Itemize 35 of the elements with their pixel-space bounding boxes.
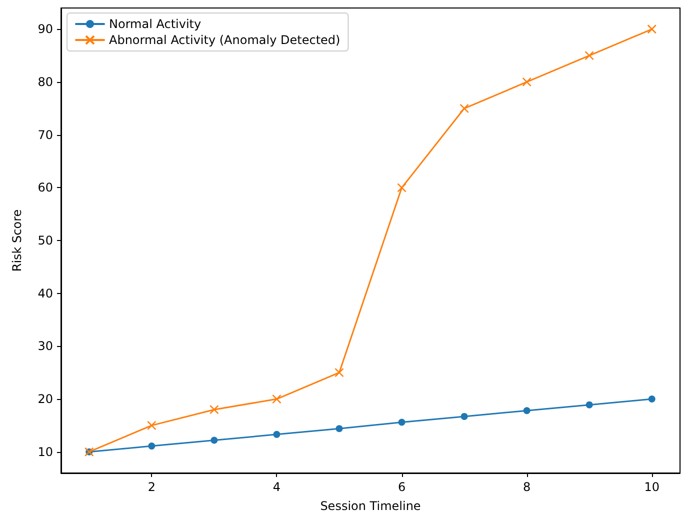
y-tick-label: 60 <box>38 180 53 195</box>
point <box>586 401 593 408</box>
x-tick-label: 4 <box>272 480 281 494</box>
point <box>210 436 218 444</box>
point <box>460 104 469 114</box>
point <box>148 442 156 450</box>
x-axis-title: Session Timeline <box>320 499 421 513</box>
point <box>210 404 219 414</box>
x-tick-label: 2 <box>148 480 156 494</box>
y-tick-label: 40 <box>38 286 53 300</box>
y-tick-label: 50 <box>38 234 53 248</box>
point <box>398 418 406 426</box>
point <box>334 368 344 378</box>
legend-label: Normal Activity <box>109 17 202 31</box>
point <box>147 420 156 430</box>
point <box>648 396 656 403</box>
point <box>460 412 468 420</box>
y-tick-label: 10 <box>38 444 53 459</box>
x-tick-label: 10 <box>644 480 660 494</box>
point <box>397 183 406 192</box>
y-axis-title: Risk Score <box>10 209 24 272</box>
point <box>336 425 343 432</box>
legend-label: Abnormal Activity (Anomaly Detected) <box>109 33 340 47</box>
y-tick-label: 70 <box>38 128 53 142</box>
y-tick-label: 20 <box>38 392 53 406</box>
point <box>273 430 280 438</box>
y-tick-label: 90 <box>38 22 53 36</box>
point <box>584 50 594 60</box>
point <box>272 394 282 404</box>
y-tick-label: 80 <box>38 74 53 89</box>
y-tick-label: 30 <box>38 339 53 354</box>
point <box>522 77 532 87</box>
x-tick-label: 6 <box>398 480 406 494</box>
x-tick-label: 8 <box>522 480 531 494</box>
point <box>523 407 530 414</box>
